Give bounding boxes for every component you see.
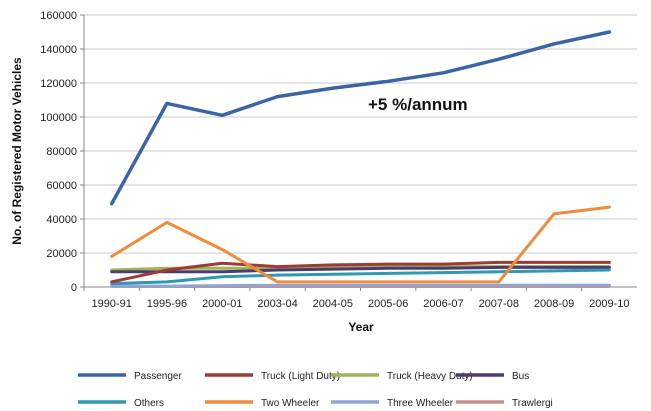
legend-label: Truck (Light Duty): [261, 371, 340, 382]
y-tick-label: 100000: [40, 112, 77, 124]
x-tick-label: 2009-10: [589, 298, 629, 310]
y-tick-label: 160000: [40, 10, 77, 22]
legend-label: Bus: [512, 371, 529, 382]
series-line-three-wheeler: [110, 283, 611, 288]
y-tick-label: 120000: [40, 78, 77, 90]
y-tick-label: 80000: [46, 146, 77, 158]
legend-label: Others: [134, 398, 164, 409]
legend-label: Truck (Heavy Duty): [387, 371, 473, 382]
y-tick-label: 20000: [46, 248, 77, 260]
x-tick-label: 2000-01: [202, 298, 242, 310]
y-axis-title: No. of Registered Motor Vehicles: [10, 57, 24, 245]
x-tick-label: 2003-04: [257, 298, 297, 310]
x-tick-label: 1995-96: [147, 298, 187, 310]
x-tick-label: 2008-09: [534, 298, 574, 310]
x-axis-title: Year: [348, 320, 374, 334]
x-tick-label: 2007-08: [479, 298, 519, 310]
y-tick-label: 0: [71, 282, 77, 294]
x-tick-label: 2004-05: [313, 298, 353, 310]
series-line-others: [110, 268, 611, 286]
x-tick-label: 1990-91: [91, 298, 131, 310]
legend-label: Trawlergi: [512, 398, 553, 409]
x-tick-label: 2005-06: [368, 298, 408, 310]
series-line-passenger: [109, 30, 612, 206]
legend-label: Passenger: [134, 371, 182, 382]
growth-annotation: +5 %/annum: [368, 95, 468, 114]
y-tick-label: 60000: [46, 180, 77, 192]
series-line-truck-light-duty: [110, 260, 611, 284]
y-tick-labels: 0 20000 40000 60000 80000 100000 120000 140000 1…: [40, 10, 84, 294]
legend-label: Three Wheeler: [387, 398, 454, 409]
series-line-two-wheeler: [110, 205, 611, 284]
series-lines: [109, 30, 612, 288]
gridlines: [84, 14, 637, 254]
y-tick-label: 40000: [46, 214, 77, 226]
y-tick-label: 140000: [40, 44, 77, 56]
series-line-bus: [110, 265, 611, 274]
legend-label: Two Wheeler: [261, 398, 320, 409]
legend: Passenger Truck (Light Duty) Truck (Heavy …: [78, 371, 553, 409]
x-tick-label: 2006-07: [423, 298, 463, 310]
x-tick-labels: 1990-91 1995-96 2000-01 2003-04 2004-05 2005-…: [83, 287, 630, 310]
